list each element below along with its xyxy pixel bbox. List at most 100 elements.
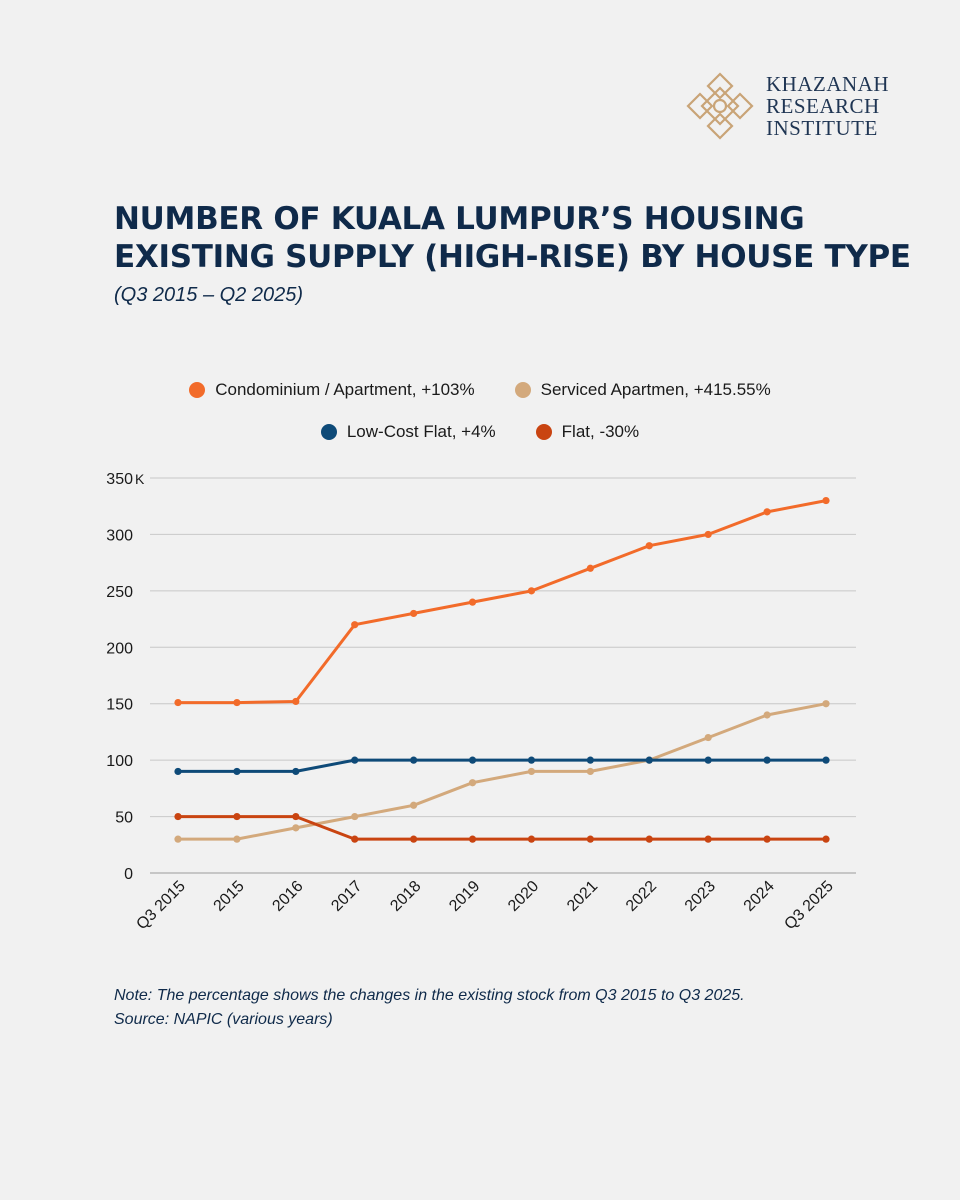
data-point <box>174 767 182 776</box>
data-point <box>645 542 653 550</box>
y-tick-label: 250 <box>106 584 133 601</box>
data-point <box>292 767 300 776</box>
legend-dot <box>514 382 531 398</box>
data-point <box>763 508 771 516</box>
data-point <box>292 697 300 706</box>
legend-item-flat: Flat, -30% <box>535 422 640 442</box>
data-point <box>704 835 712 843</box>
data-point <box>351 835 359 843</box>
x-tick-label: 2015 <box>211 878 248 915</box>
legend-dot <box>189 382 206 398</box>
data-point <box>527 835 536 843</box>
chart-title-line-2: EXISTING SUPPLY (HIGH-RISE) BY HOUSE TYP… <box>114 239 911 275</box>
data-point <box>410 835 418 843</box>
data-point <box>822 700 830 708</box>
x-tick-label: 2018 <box>387 878 424 915</box>
chart-footnote: Note: The percentage shows the changes i… <box>114 984 874 1032</box>
data-point <box>351 756 359 764</box>
data-point <box>645 756 653 764</box>
data-point <box>174 835 182 843</box>
data-point <box>174 698 182 707</box>
data-point <box>763 835 771 843</box>
y-tick-label: 200 <box>106 640 133 657</box>
data-point <box>763 711 771 719</box>
y-tick-label: 350 <box>106 471 133 488</box>
x-tick-label: 2016 <box>269 878 306 915</box>
legend-label: Condominium / Apartment, +103% <box>215 380 475 399</box>
legend-item-low-cost-flat: Low-Cost Flat, +4% <box>320 422 496 442</box>
note-text: Note: The percentage shows the changes i… <box>114 987 745 1004</box>
legend-label: Flat, -30% <box>561 422 640 441</box>
x-tick-label: 2021 <box>564 878 601 915</box>
data-point <box>233 835 241 843</box>
y-tick-label: 300 <box>106 527 133 544</box>
line-chart: 0 50 100 150 200 250 300 350 K Q3 2015 2015 2016 201… <box>106 471 856 933</box>
legend-item-condominium: Condominium / Apartment, +103% <box>189 380 475 400</box>
data-point <box>586 835 594 843</box>
series-line <box>176 815 828 841</box>
y-tick-label: 0 <box>124 866 133 883</box>
data-point <box>704 733 712 742</box>
brand-name: KHAZANAH RESEARCH INSTITUTE <box>766 73 889 139</box>
brand-logo: KHAZANAH RESEARCH INSTITUTE <box>684 70 889 142</box>
khazanah-knot-icon <box>686 72 754 140</box>
data-point <box>704 530 712 539</box>
data-point <box>822 756 830 764</box>
legend-label: Serviced Apartmen, +415.55% <box>540 380 771 399</box>
data-point <box>645 835 653 843</box>
data-point <box>351 812 359 821</box>
x-tick-label: Q3 2025 <box>781 878 836 933</box>
data-point <box>174 812 182 821</box>
data-point <box>704 756 712 764</box>
x-tick-label: 2017 <box>328 878 365 915</box>
y-unit-label: K <box>135 471 145 487</box>
brand-line-2: RESEARCH <box>766 94 880 118</box>
data-point <box>527 767 536 776</box>
series-line <box>176 702 828 841</box>
data-point <box>410 801 418 809</box>
data-point <box>763 756 771 764</box>
y-tick-label: 50 <box>115 810 133 827</box>
x-tick-label: 2020 <box>505 878 542 915</box>
chart-title-line-1: NUMBER OF KUALA LUMPUR’S HOUSING <box>114 201 805 237</box>
data-point <box>351 621 359 629</box>
data-point <box>527 587 536 595</box>
x-tick-label: Q3 2015 <box>133 878 188 933</box>
chart-legend: Condominium / Apartment, +103% Serviced … <box>0 380 960 464</box>
data-point <box>468 835 477 843</box>
legend-row-1: Condominium / Apartment, +103% Serviced … <box>0 380 960 400</box>
x-tick-label: 2024 <box>741 878 778 915</box>
data-point <box>233 812 241 821</box>
data-point <box>468 756 477 764</box>
series-line <box>176 758 828 773</box>
data-point <box>527 756 536 764</box>
brand-line-1: KHAZANAH <box>766 72 889 96</box>
data-point <box>586 756 594 764</box>
y-tick-label: 150 <box>106 697 133 714</box>
legend-item-serviced-apartment: Serviced Apartmen, +415.55% <box>514 380 771 400</box>
legend-label: Low-Cost Flat, +4% <box>346 422 496 441</box>
chart-subtitle: (Q3 2015 – Q2 2025) <box>114 284 304 306</box>
y-tick-label: 100 <box>106 753 133 770</box>
data-point <box>233 767 241 776</box>
data-point <box>292 824 300 832</box>
brand-line-3: INSTITUTE <box>766 116 878 140</box>
data-point <box>410 756 418 764</box>
source-text: Source: NAPIC (various years) <box>114 1011 333 1028</box>
legend-dot <box>535 424 552 440</box>
x-tick-label: 2023 <box>682 878 719 915</box>
legend-row-2: Low-Cost Flat, +4% Flat, -30% <box>0 422 960 442</box>
data-point <box>822 835 830 843</box>
data-point <box>410 609 418 618</box>
data-point <box>586 564 594 572</box>
series-line <box>176 499 828 705</box>
data-point <box>233 698 241 707</box>
data-point <box>586 767 594 776</box>
chart-title: NUMBER OF KUALA LUMPUR’S HOUSING EXISTIN… <box>114 200 911 276</box>
legend-dot <box>320 424 337 440</box>
x-tick-label: 2022 <box>623 878 660 915</box>
data-point <box>822 496 830 505</box>
data-point <box>468 598 477 606</box>
data-point <box>468 779 477 787</box>
data-point <box>292 812 300 821</box>
